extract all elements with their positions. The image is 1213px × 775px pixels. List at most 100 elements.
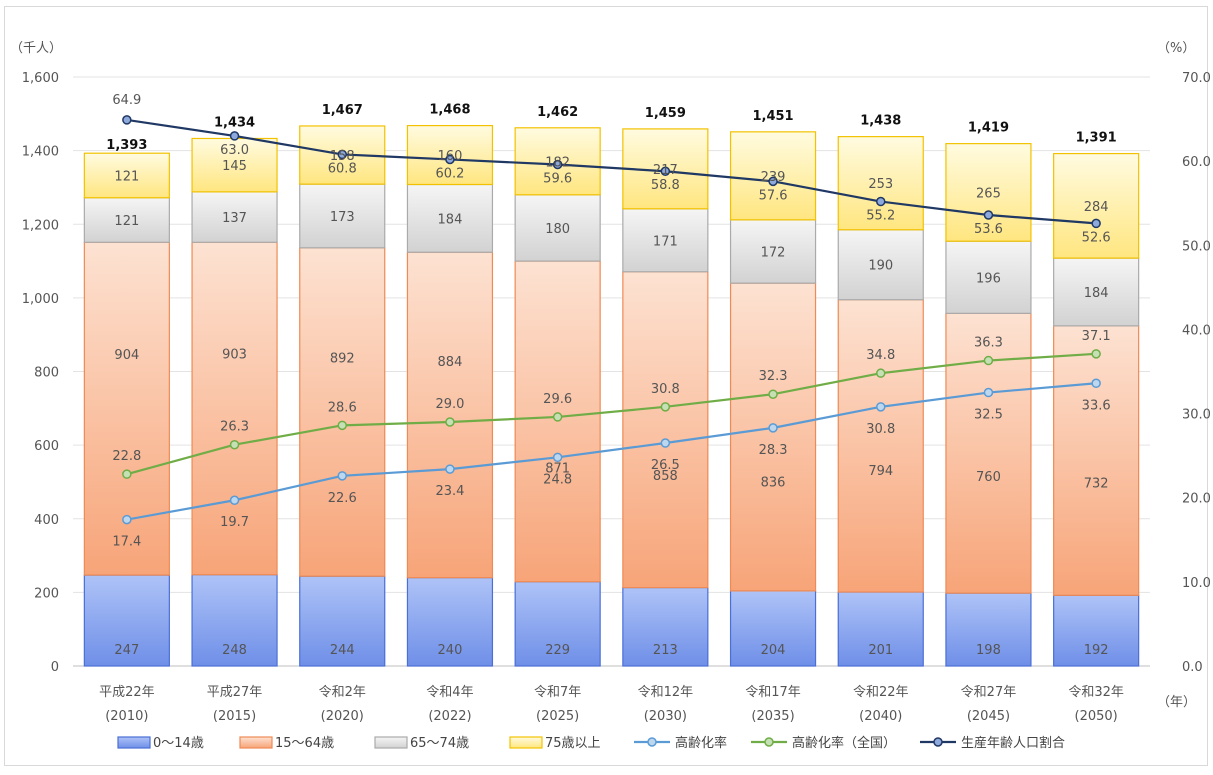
segment-value-label: 190: [868, 259, 893, 274]
segment-value-label: 892: [330, 352, 355, 367]
segment-value-label: 244: [330, 643, 355, 658]
line-point-2: [983, 210, 994, 220]
line-value-label: 22.8: [112, 449, 141, 464]
bar-total-label: 1,462: [537, 105, 578, 120]
line-value-label: 60.2: [435, 166, 464, 181]
line-value-label: 17.4: [112, 535, 141, 550]
bar-segment-0: [406, 577, 494, 667]
bar-segment-2: [837, 229, 924, 301]
x-axis-unit: （年）: [1157, 695, 1196, 710]
line-value-label: 19.7: [220, 515, 249, 530]
line-point-1: [1091, 349, 1101, 359]
legend-label: 75歳以上: [545, 736, 601, 751]
segment-value-label: 247: [114, 643, 139, 658]
segment-value-label: 248: [222, 643, 247, 658]
legend-label: 生産年齢人口割合: [961, 735, 1065, 751]
line-point-2: [337, 149, 347, 160]
left-tick-label: 1,000: [22, 292, 59, 307]
bar-segment-1: [191, 241, 278, 576]
bar-segment-2: [945, 240, 1032, 314]
segment-value-label: 121: [114, 169, 139, 184]
line-point-2: [445, 154, 455, 165]
line-point-1: [229, 439, 240, 450]
bar-segment-3: [837, 136, 924, 231]
line-point-1: [445, 417, 455, 427]
line-point-0: [229, 495, 240, 505]
line-value-label: 37.1: [1082, 329, 1111, 344]
bar-total-label: 1,434: [214, 115, 255, 130]
segment-value-label: 760: [976, 470, 1001, 485]
segment-value-label: 265: [976, 186, 1001, 201]
bar-segment-0: [729, 590, 817, 667]
category-label-era: 平成27年: [207, 685, 263, 700]
line-value-label: 26.5: [651, 458, 680, 473]
right-tick-label: 40.0: [1182, 323, 1211, 338]
line-value-label: 55.2: [866, 209, 895, 224]
line-value-label: 60.8: [328, 161, 357, 176]
legend-label: 高齢化率（全国）: [792, 735, 896, 751]
segment-value-label: 182: [545, 155, 570, 170]
legend-swatch-0: [117, 736, 151, 749]
right-tick-label: 10.0: [1182, 576, 1211, 591]
line-point-0: [876, 402, 886, 412]
bar-total-label: 1,459: [645, 106, 686, 121]
bar-total-label: 1,468: [429, 103, 470, 118]
bar-segment-0: [83, 574, 170, 667]
line-point-1: [337, 420, 347, 431]
bar-total-label: 1,393: [106, 138, 147, 153]
line-value-label: 22.6: [328, 491, 357, 506]
segment-value-label: 240: [438, 643, 463, 658]
segment-value-label: 192: [1084, 643, 1109, 658]
left-tick-label: 1,400: [22, 145, 59, 160]
right-tick-label: 20.0: [1182, 492, 1211, 507]
line-value-label: 52.6: [1082, 230, 1111, 245]
line-value-label: 30.8: [866, 422, 895, 437]
line-series-1: [126, 352, 1097, 476]
line-point-1: [552, 412, 563, 422]
category-label-era: 令和12年: [638, 685, 694, 700]
category-label-year: (2015): [213, 709, 256, 724]
line-value-label: 57.6: [759, 188, 788, 203]
bar-total-label: 1,391: [1076, 131, 1117, 146]
segment-value-label: 239: [761, 170, 786, 185]
line-value-label: 58.8: [651, 178, 680, 193]
bar-segment-2: [299, 183, 386, 249]
bar-segment-1: [622, 271, 709, 589]
segment-value-label: 217: [653, 163, 678, 178]
line-point-0: [660, 438, 671, 448]
bar-total-label: 1,438: [860, 114, 901, 129]
bar-segment-2: [622, 208, 709, 273]
segment-value-label: 121: [114, 214, 139, 229]
bar-segment-0: [837, 591, 924, 667]
segment-value-label: 196: [976, 271, 1001, 286]
segment-value-label: 160: [438, 149, 463, 164]
line-point-2: [660, 166, 671, 176]
line-value-label: 64.9: [112, 93, 141, 108]
right-tick-label: 70.0: [1182, 71, 1211, 86]
legend-label: 15〜64歳: [275, 736, 334, 751]
bar-total-label: 1,467: [322, 103, 363, 118]
legend-swatch-3: [509, 736, 543, 749]
line-value-label: 59.6: [543, 172, 572, 187]
bar-segment-2: [191, 191, 278, 243]
bar-segment-1: [837, 299, 924, 593]
line-value-label: 36.3: [974, 336, 1003, 351]
bar-segment-2: [1053, 257, 1140, 327]
legend-marker-0: [647, 737, 657, 747]
category-label-year: (2020): [321, 709, 364, 724]
segment-value-label: 184: [438, 212, 463, 227]
bar-segment-1: [299, 247, 386, 577]
line-point-2: [122, 115, 132, 125]
category-label-year: (2010): [105, 709, 148, 724]
category-label-era: 令和22年: [853, 685, 909, 700]
segment-value-label: 172: [761, 245, 786, 260]
line-series-0: [126, 382, 1097, 521]
bar-segment-0: [945, 592, 1032, 667]
bar-segment-1: [945, 312, 1032, 594]
left-axis-unit: （千人）: [10, 41, 62, 56]
line-point-0: [1091, 378, 1101, 389]
segment-value-label: 229: [545, 643, 570, 658]
category-label-year: (2022): [428, 709, 471, 724]
